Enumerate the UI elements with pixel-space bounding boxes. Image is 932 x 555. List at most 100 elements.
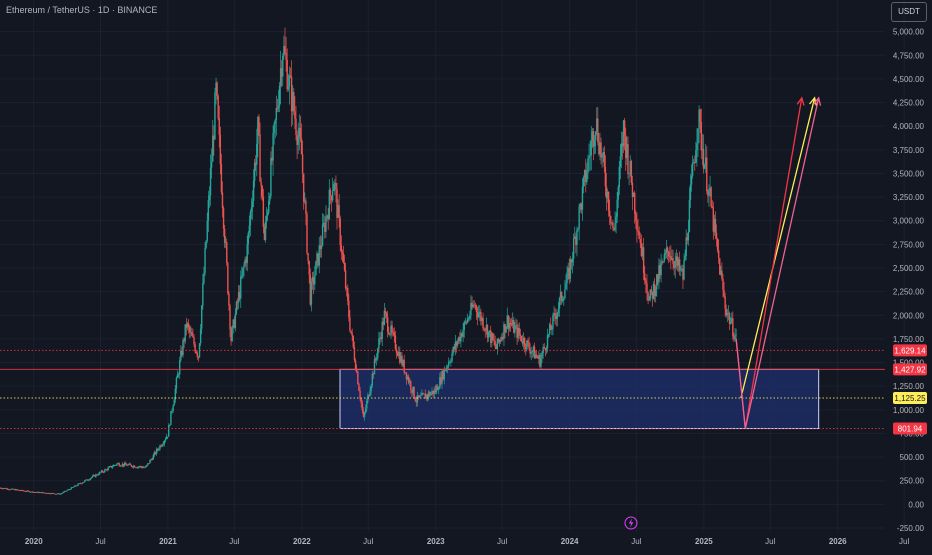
candle bbox=[308, 260, 310, 284]
candle bbox=[326, 214, 328, 222]
candle bbox=[625, 127, 627, 171]
candle bbox=[345, 286, 348, 297]
candle bbox=[623, 117, 626, 151]
candle bbox=[467, 316, 470, 322]
candle bbox=[219, 126, 222, 175]
y-tick-label: 4,750.00 bbox=[893, 51, 925, 60]
candle bbox=[523, 336, 526, 353]
candle bbox=[275, 95, 278, 136]
candle bbox=[508, 316, 511, 332]
candle bbox=[264, 215, 267, 243]
candle bbox=[265, 207, 268, 229]
candle bbox=[410, 379, 412, 394]
candle bbox=[39, 492, 42, 494]
candle bbox=[157, 448, 159, 452]
candle bbox=[90, 477, 93, 480]
candle bbox=[596, 107, 598, 136]
candle bbox=[535, 350, 538, 359]
candle bbox=[306, 211, 308, 255]
candle bbox=[734, 328, 736, 342]
candle bbox=[212, 120, 214, 162]
candle bbox=[667, 251, 670, 264]
support-zone-rect[interactable] bbox=[339, 368, 820, 430]
y-tick-label: 1,500.00 bbox=[893, 359, 925, 368]
candle bbox=[208, 186, 211, 209]
candle bbox=[335, 175, 337, 203]
candle bbox=[17, 489, 20, 491]
candle bbox=[121, 462, 124, 468]
candle bbox=[96, 473, 98, 476]
candle bbox=[240, 270, 242, 308]
candle bbox=[336, 183, 338, 230]
candle bbox=[706, 146, 708, 195]
candle bbox=[340, 235, 343, 261]
candle bbox=[344, 262, 347, 291]
candle bbox=[617, 185, 619, 208]
candle bbox=[349, 310, 351, 333]
candle bbox=[370, 384, 372, 396]
candle bbox=[181, 346, 183, 357]
candle bbox=[701, 133, 704, 166]
candle bbox=[657, 274, 659, 286]
projection-arrow[interactable] bbox=[740, 96, 817, 399]
candle bbox=[566, 265, 568, 291]
y-tick-label: 1,000.00 bbox=[893, 406, 925, 415]
projection-arrow[interactable] bbox=[735, 96, 822, 429]
candle bbox=[540, 352, 542, 369]
candle bbox=[686, 233, 688, 245]
candle bbox=[700, 108, 702, 160]
candle bbox=[79, 482, 82, 485]
candle bbox=[698, 105, 700, 144]
candle bbox=[556, 312, 558, 327]
candle bbox=[712, 201, 714, 240]
y-tick-label: 4,500.00 bbox=[893, 75, 925, 84]
candle bbox=[173, 397, 175, 406]
candle bbox=[723, 281, 725, 299]
candle bbox=[720, 265, 722, 276]
candle bbox=[653, 278, 656, 302]
candle bbox=[671, 249, 673, 261]
candle bbox=[106, 468, 108, 472]
svg-text:1,629.14: 1,629.14 bbox=[894, 346, 926, 355]
candle bbox=[642, 237, 645, 281]
candle bbox=[152, 453, 155, 460]
candle bbox=[22, 489, 24, 492]
candle bbox=[339, 215, 341, 252]
candle bbox=[141, 466, 144, 469]
candle bbox=[665, 240, 668, 259]
candle bbox=[406, 374, 409, 381]
candle bbox=[493, 333, 495, 346]
candle bbox=[126, 463, 128, 466]
candle bbox=[6, 487, 9, 491]
candle bbox=[589, 140, 591, 171]
candle bbox=[318, 236, 320, 274]
y-tick-label: 3,250.00 bbox=[893, 193, 925, 202]
candle bbox=[506, 307, 508, 330]
candle bbox=[465, 320, 468, 325]
candle bbox=[442, 368, 444, 382]
candle bbox=[146, 464, 148, 468]
candle bbox=[383, 303, 386, 326]
candle bbox=[411, 389, 413, 398]
candle bbox=[501, 333, 503, 343]
candle bbox=[403, 354, 405, 375]
candle bbox=[59, 493, 61, 495]
currency-button[interactable]: USDT bbox=[891, 2, 927, 22]
candle bbox=[192, 328, 194, 338]
candle bbox=[666, 246, 669, 261]
candle bbox=[202, 274, 204, 310]
candle bbox=[109, 465, 112, 468]
candle bbox=[453, 343, 455, 353]
candle bbox=[58, 493, 60, 495]
candle bbox=[315, 260, 317, 276]
candle bbox=[129, 462, 131, 465]
lightning-icon[interactable] bbox=[624, 516, 638, 530]
candle bbox=[618, 161, 620, 196]
candle bbox=[672, 249, 674, 270]
candle bbox=[82, 481, 85, 483]
candle bbox=[546, 328, 549, 353]
candle bbox=[143, 466, 146, 469]
candle bbox=[548, 322, 551, 338]
